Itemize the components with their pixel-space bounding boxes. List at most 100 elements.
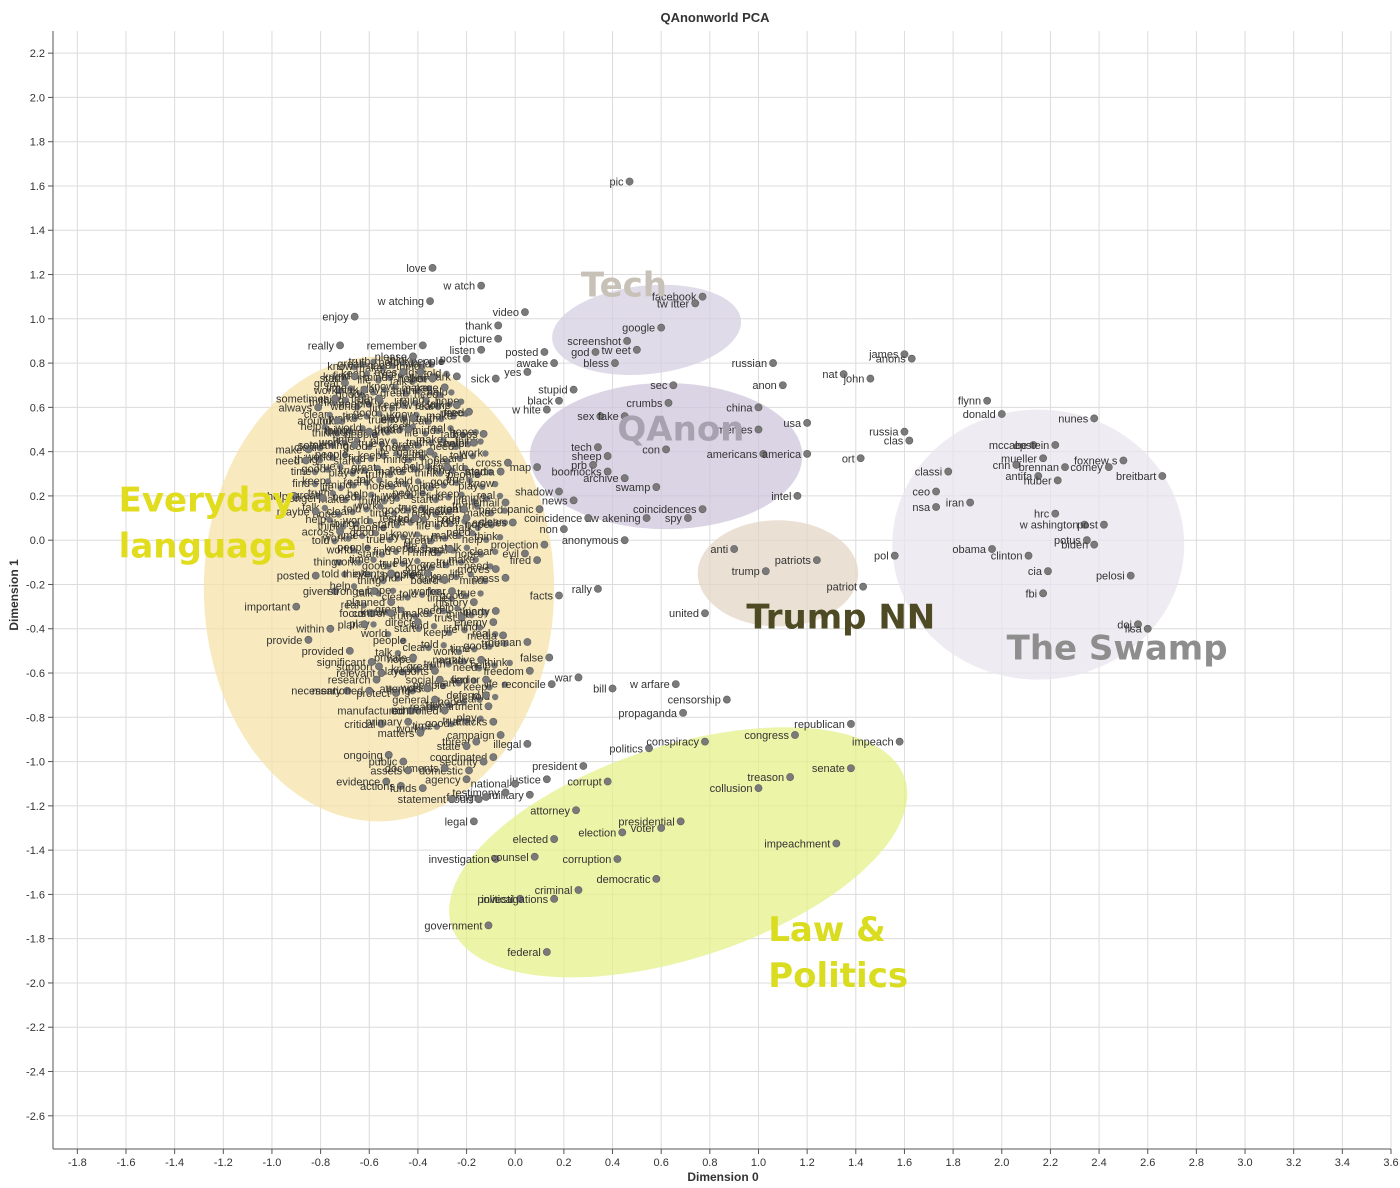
blob-point [445, 494, 452, 501]
blob-label: think [474, 531, 498, 543]
blob-label: real [477, 490, 495, 502]
blob-point [403, 444, 410, 452]
data-point [1080, 520, 1089, 529]
blob-label: good [382, 505, 406, 517]
point-label: sheep [572, 451, 602, 463]
point-label: provided [302, 646, 344, 658]
blob-label: world [400, 683, 427, 695]
blob-point [447, 425, 454, 432]
point-label: epstein [1014, 440, 1049, 452]
blob-point [336, 387, 343, 395]
point-label: freedom [483, 666, 523, 678]
point-label: nunes [1058, 413, 1088, 425]
blob-point [432, 511, 439, 518]
data-point [589, 461, 597, 469]
blob-label: people [339, 398, 372, 410]
blob-label: mind [461, 493, 485, 505]
blob-label: real [341, 599, 359, 611]
blob-label: people [373, 635, 406, 647]
blob-label: life [375, 448, 389, 460]
blob-point [370, 621, 377, 628]
data-point [469, 817, 478, 826]
data-point [547, 680, 556, 688]
cluster-region [529, 383, 803, 530]
blob-label: world [329, 401, 356, 413]
point-label: events [353, 568, 386, 580]
data-point [657, 824, 666, 832]
point-label: campaign [447, 730, 495, 742]
blob-point [482, 450, 489, 457]
blob-label: people [447, 469, 480, 481]
point-label: cross [476, 458, 503, 470]
data-point [440, 706, 449, 715]
data-point [1090, 540, 1099, 549]
point-label: board [411, 575, 439, 587]
y-tick-label: 1.8 [30, 137, 45, 149]
data-point [370, 587, 379, 596]
blob-point [384, 563, 392, 570]
blob-point [440, 607, 447, 615]
blob-label: clear [469, 546, 493, 558]
blob-label: told [344, 503, 362, 515]
point-label: senior [450, 675, 480, 687]
blob-point [365, 571, 372, 578]
data-point [292, 602, 301, 611]
point-label: elected [513, 834, 548, 846]
data-point [418, 784, 427, 793]
data-point [350, 372, 359, 381]
cluster-label: language [119, 526, 297, 566]
point-label: russia [869, 427, 899, 439]
blob-label: know [327, 361, 353, 373]
point-label: political [477, 894, 514, 906]
blob-label: need [440, 408, 464, 420]
blob-point [446, 401, 453, 408]
blob-label: play [456, 713, 477, 725]
data-point [326, 624, 335, 633]
blob-point [496, 492, 504, 500]
blob-label: true [398, 502, 417, 514]
data-point [375, 662, 383, 671]
point-label: human [488, 637, 522, 649]
data-point [1034, 472, 1043, 480]
blob-point [354, 403, 361, 411]
point-label: code [437, 513, 461, 525]
blob-point [471, 646, 478, 653]
data-point [445, 545, 454, 553]
x-tick-label: -1.4 [165, 1157, 184, 1169]
data-point [501, 498, 510, 507]
data-point [603, 777, 612, 786]
data-point [482, 691, 490, 700]
data-point [895, 737, 904, 746]
data-point [652, 875, 661, 883]
blob-point [341, 439, 348, 447]
data-point [484, 921, 493, 930]
y-tick-label: 2.2 [30, 48, 45, 60]
blob-label: truth [390, 610, 412, 622]
data-point [625, 177, 634, 186]
blob-point [486, 684, 493, 691]
data-point [584, 514, 593, 522]
blob-point [455, 680, 462, 687]
data-point [632, 345, 641, 354]
point-label: reports [395, 666, 430, 678]
data-point [691, 299, 700, 308]
blob-label: find [451, 675, 469, 687]
data-point [426, 447, 434, 456]
blob-label: make [431, 530, 458, 542]
blob-label: mind [454, 622, 478, 634]
blob-label: clear [409, 370, 433, 382]
blob-label: hope [455, 548, 479, 560]
blob-label: great [293, 490, 318, 502]
blob-label: truth [365, 469, 387, 481]
y-tick-label: 1.2 [30, 270, 45, 282]
data-point [482, 675, 490, 684]
blob-point [342, 397, 350, 404]
data-point [501, 573, 510, 582]
data-point [608, 684, 617, 693]
data-point [496, 467, 505, 476]
blob-point [465, 441, 472, 448]
data-point [594, 584, 602, 593]
blob-point [324, 466, 331, 473]
blob-label: life [320, 482, 334, 494]
y-tick-label: -1.4 [26, 845, 45, 857]
